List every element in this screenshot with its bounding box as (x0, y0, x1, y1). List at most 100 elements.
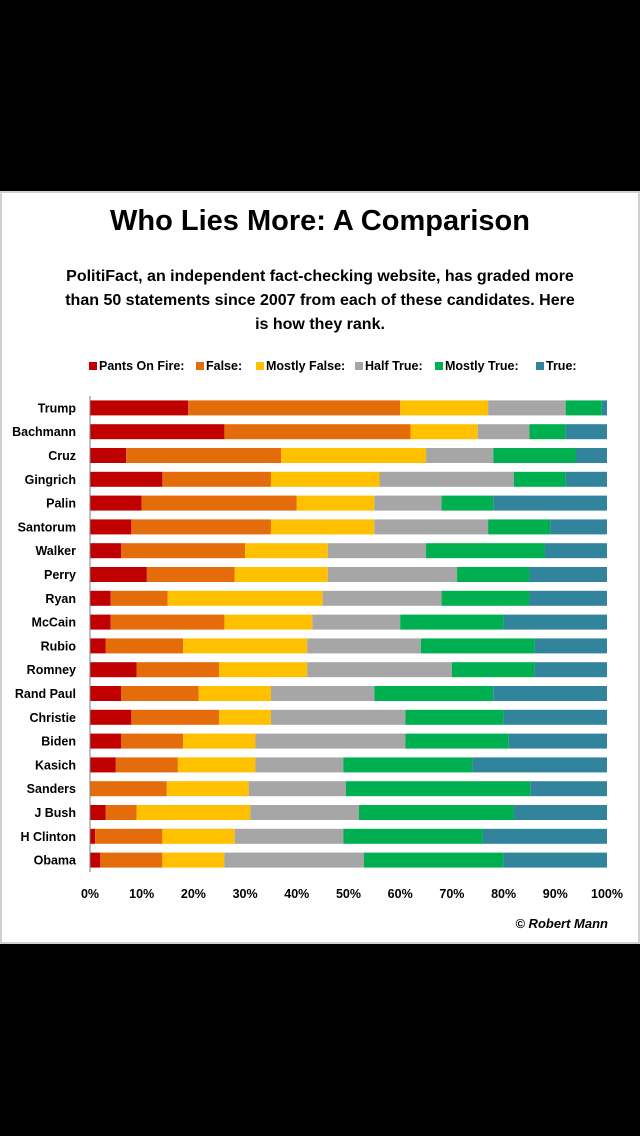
bar-segment (177, 757, 256, 773)
bar-segment (379, 471, 514, 487)
legend-swatch (536, 362, 544, 370)
category-label: Christie (29, 711, 76, 725)
bar-segment (405, 733, 509, 749)
bar-segment (374, 495, 442, 511)
chart-title: Who Lies More: A Comparison (110, 205, 530, 237)
chart-subtitle: PolitiFact, an independent fact-checking… (65, 268, 575, 333)
legend-label: False: (206, 359, 242, 373)
bar-segment (250, 805, 359, 820)
bar-segment (270, 709, 406, 725)
legend-label: Pants On Fire: (99, 359, 184, 373)
bar-segment (472, 757, 607, 773)
bar-segment (255, 757, 344, 773)
bar-segment (121, 686, 199, 701)
bar-segment (105, 805, 137, 820)
bar-segment (441, 590, 530, 606)
bar-segment (95, 828, 163, 844)
bar-segment (100, 852, 163, 868)
legend-swatch (355, 362, 363, 370)
bar-segment (508, 733, 607, 749)
bar-segment (565, 424, 607, 440)
bar-segment (530, 781, 607, 797)
bar-segment (90, 781, 167, 797)
bar-segment (322, 590, 442, 606)
bar-segment (488, 400, 566, 416)
bar-segment (374, 519, 489, 535)
bar-segment (493, 448, 576, 463)
bar-segment (327, 567, 458, 582)
category-label: Gingrich (25, 473, 76, 487)
bar-segment (166, 781, 249, 797)
bar-segment (405, 709, 504, 725)
bar-segment (90, 567, 147, 582)
bar-segment (90, 686, 122, 701)
category-label: J Bush (34, 806, 76, 820)
legend-swatch (89, 362, 97, 370)
bar-segment (90, 590, 111, 606)
bar-segment (136, 662, 220, 678)
bar-segment (90, 828, 96, 844)
legend-label: Half True: (365, 359, 423, 373)
bar-segment (183, 638, 308, 654)
bar-segment (224, 614, 313, 630)
bar-segment (90, 852, 101, 868)
bar-segment (141, 495, 297, 511)
x-tick-label: 50% (336, 887, 361, 901)
bar-segment (477, 424, 530, 440)
bar-segment (248, 781, 346, 797)
bar-segment (307, 662, 452, 678)
bar-segment (270, 519, 375, 535)
bar-segment (234, 567, 328, 582)
bar-segment (224, 424, 411, 440)
bar-segment (488, 519, 551, 535)
bar-segment (503, 614, 607, 630)
category-label: Ryan (45, 592, 76, 606)
bar-segment (544, 543, 607, 559)
bar-segment (245, 543, 328, 559)
bar-segment (234, 828, 344, 844)
bar-segment (90, 638, 106, 654)
bar-segment (343, 828, 483, 844)
category-label: Trump (38, 401, 77, 415)
bar-segment (345, 781, 531, 797)
bar-segment (493, 495, 607, 511)
bar-segment (121, 543, 246, 559)
bar-segment (90, 805, 106, 820)
bar-segment (90, 471, 163, 487)
x-tick-label: 80% (491, 887, 516, 901)
legend-swatch (256, 362, 264, 370)
bar-segment (565, 471, 607, 487)
bar-segment (90, 662, 137, 678)
bar-segment (219, 662, 308, 678)
bar-segment (115, 757, 178, 773)
bar-segment (105, 638, 184, 654)
category-label: Bachmann (12, 425, 76, 439)
category-label: Perry (44, 568, 76, 582)
bar-segment (121, 733, 184, 749)
bar-segment (224, 852, 365, 868)
x-tick-label: 90% (543, 887, 568, 901)
bar-segment (529, 567, 607, 582)
bar-segment (575, 448, 607, 463)
bar-segment (90, 400, 189, 416)
bar-segment (513, 471, 566, 487)
x-tick-label: 10% (129, 887, 154, 901)
bar-segment (364, 852, 504, 868)
bar-segment (358, 805, 514, 820)
bar-segment (281, 448, 427, 463)
bar-segment (400, 614, 504, 630)
bar-segment (550, 519, 607, 535)
category-label: Romney (27, 663, 76, 677)
category-label: McCain (32, 616, 76, 630)
bar-segment (503, 852, 607, 868)
category-label: Rand Paul (15, 687, 76, 701)
category-label: Obama (34, 854, 77, 868)
bar-segment (90, 495, 142, 511)
x-tick-label: 40% (284, 887, 309, 901)
legend-swatch (196, 362, 204, 370)
x-tick-label: 0% (81, 887, 99, 901)
bar-segment (307, 638, 421, 654)
bar-segment (162, 471, 271, 487)
x-tick-label: 20% (181, 887, 206, 901)
